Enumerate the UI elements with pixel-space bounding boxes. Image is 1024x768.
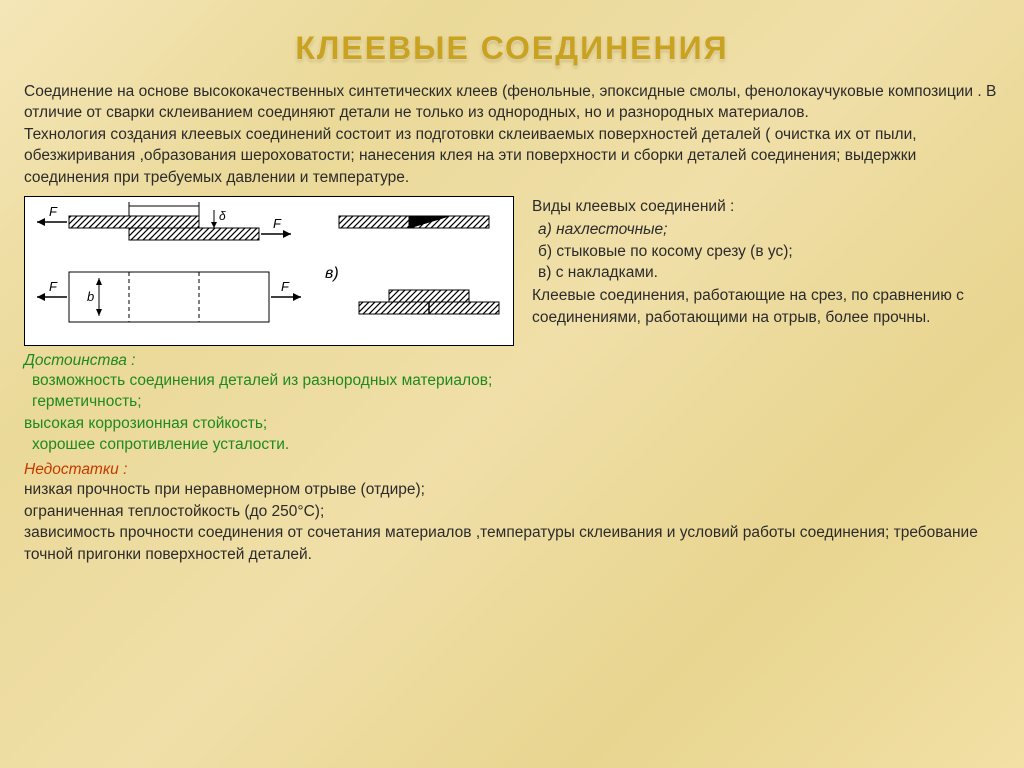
disadvantages-title: Недостатки : [24, 461, 1000, 479]
advantage-2: герметичность; [32, 391, 1000, 412]
joint-diagram: δ F F [24, 196, 514, 346]
disadvantage-2: ограниченная теплостойкость (до 250°С); [24, 501, 1000, 522]
slide: КЛЕЕВЫЕ СОЕДИНЕНИЯ Соединение на основе … [0, 0, 1024, 585]
type-a: а) нахлесточные; [538, 219, 1000, 240]
intro-text-2: Технология создания клеевых соединений с… [24, 126, 917, 186]
main-row: δ F F [24, 196, 1000, 346]
svg-text:F: F [273, 216, 282, 231]
types-heading: Виды клеевых соединений : [532, 196, 1000, 217]
type-b: б) стыковые по косому срезу (в ус); [538, 241, 1000, 262]
intro-text-1: Соединение на основе высококачественных … [24, 83, 996, 121]
advantage-4: хорошее сопротивление усталости. [32, 434, 1000, 455]
disadvantage-1: низкая прочность при неравномерном отрыв… [24, 479, 1000, 500]
disadvantage-3: зависимость прочности соединения от соче… [24, 522, 1000, 565]
svg-text:b: b [87, 289, 94, 304]
intro-paragraph: Соединение на основе высококачественных … [24, 81, 1000, 188]
diagram-area: δ F F [24, 196, 514, 346]
shear-note: Клеевые соединения, работающие на срез, … [532, 285, 1000, 328]
type-c: в) с накладками. [538, 262, 1000, 283]
types-list: Виды клеевых соединений : а) нахлесточны… [532, 196, 1000, 346]
svg-text:в): в) [325, 265, 339, 282]
advantage-3: высокая коррозионная стойкость; [24, 413, 1000, 434]
svg-text:F: F [281, 279, 290, 294]
slide-title: КЛЕЕВЫЕ СОЕДИНЕНИЯ [24, 30, 1000, 67]
svg-text:δ: δ [219, 209, 226, 223]
svg-text:F: F [49, 204, 58, 219]
svg-text:F: F [49, 279, 58, 294]
advantages-title: Достоинства : [24, 352, 1000, 370]
advantage-1: возможность соединения деталей из разнор… [32, 370, 1000, 391]
